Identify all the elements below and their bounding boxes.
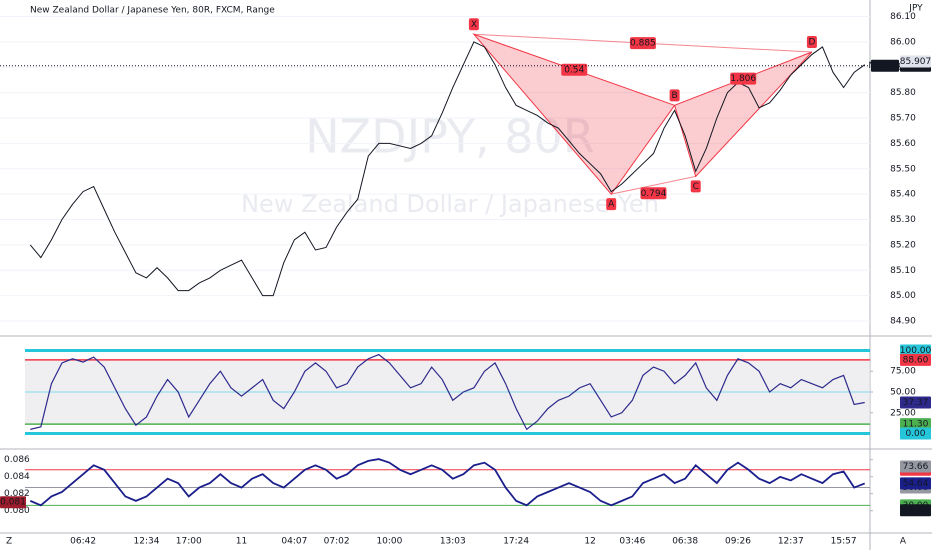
y-tick-label: 0.086 bbox=[4, 455, 30, 465]
x-tick-label: 17:00 bbox=[176, 537, 202, 547]
chart-title: New Zealand Dollar / Japanese Yen, 80R, … bbox=[30, 6, 275, 16]
x-tick-label: 07:02 bbox=[324, 537, 350, 547]
left-badge-bg bbox=[0, 496, 26, 509]
ratio-label: 1.806 bbox=[730, 74, 756, 84]
x-tick-label: 12:34 bbox=[134, 537, 160, 547]
corner-right: A bbox=[900, 537, 907, 547]
pattern-leg bbox=[611, 175, 696, 195]
y-tick-label: 85.20 bbox=[890, 240, 916, 250]
level-label: 100.00 bbox=[900, 346, 932, 356]
y-tick-label: 75.00 bbox=[890, 367, 916, 377]
level-label-bg bbox=[900, 353, 931, 366]
y-tick-label: 85.70 bbox=[890, 114, 916, 124]
ratio-bg bbox=[640, 187, 667, 200]
y-tick-label: 85.00 bbox=[890, 291, 916, 301]
ratio-label: 0.794 bbox=[641, 189, 667, 199]
x-tick-label: 09:26 bbox=[725, 537, 751, 547]
y-tick-label: 85.10 bbox=[890, 266, 916, 276]
pattern-point-bg bbox=[669, 89, 680, 102]
x-tick-label: 06:38 bbox=[672, 537, 698, 547]
currency: JPY bbox=[908, 4, 923, 14]
last-value-label-bg bbox=[900, 396, 931, 409]
watermark-subtitle: New Zealand Dollar / Japanese Yen bbox=[241, 190, 659, 218]
level-label: 11.30 bbox=[903, 420, 929, 430]
series-line bbox=[29, 41, 866, 297]
y-tick-label: 86.10 bbox=[890, 12, 916, 22]
y-tick-label: 85.30 bbox=[890, 215, 916, 225]
level-label-bg bbox=[900, 344, 931, 357]
y-tick-label: 85.80 bbox=[890, 88, 916, 98]
x-tick-label: 03:46 bbox=[619, 537, 645, 547]
x-tick-label: 06:42 bbox=[70, 537, 96, 547]
ratio-bg bbox=[629, 37, 656, 50]
pattern-point: A bbox=[608, 200, 615, 210]
ratio-label: 0.885 bbox=[630, 39, 656, 49]
pattern-point: X bbox=[471, 20, 477, 30]
y-tick-label: 84.90 bbox=[890, 317, 916, 327]
value-badge: 24.44 bbox=[903, 506, 929, 516]
level-label: 0.00 bbox=[905, 429, 925, 439]
pattern-point: D bbox=[808, 38, 815, 48]
y-tick-label: 0.080 bbox=[4, 506, 30, 516]
y-tick-label: 25.00 bbox=[890, 408, 916, 418]
value-badge: 54.64 bbox=[903, 479, 929, 489]
y-tick-label: 85.60 bbox=[890, 139, 916, 149]
x-tick-label: 10:00 bbox=[376, 537, 402, 547]
x-tick-label: 17:24 bbox=[503, 537, 529, 547]
left-badge: 0.081 bbox=[0, 498, 26, 508]
ratio-bg bbox=[730, 72, 757, 85]
x-tick-label: 11 bbox=[236, 537, 247, 547]
bid-price-label-bg bbox=[900, 55, 931, 68]
bid-price-label: 85.907 bbox=[900, 57, 932, 67]
pattern-point: C bbox=[693, 182, 699, 192]
value-badge: 73.66 bbox=[903, 462, 929, 472]
y-tick-label: 86.00 bbox=[890, 37, 916, 47]
last-value-label: 37.37 bbox=[903, 398, 929, 408]
x-tick-label: 15:57 bbox=[831, 537, 857, 547]
symbol-badge: NZDJPY bbox=[868, 61, 902, 71]
level-label: 88.60 bbox=[903, 355, 929, 365]
x-tick-label: 04:07 bbox=[281, 537, 307, 547]
corner-left: Z bbox=[6, 537, 12, 547]
y-tick-label: 50.00 bbox=[890, 388, 916, 398]
value-badge-bg bbox=[900, 460, 931, 473]
x-tick-label: 13:03 bbox=[440, 537, 466, 547]
y-tick-label: 85.50 bbox=[890, 164, 916, 174]
level-label-bg bbox=[900, 418, 931, 431]
y-tick-label: 0.084 bbox=[4, 472, 30, 482]
x-tick-label: 12:37 bbox=[778, 537, 804, 547]
value-badge-bg bbox=[900, 477, 931, 490]
value-badge-bg bbox=[900, 504, 931, 517]
series-line bbox=[29, 458, 866, 507]
pattern-point: B bbox=[672, 91, 678, 101]
ratio-label: 0.54 bbox=[564, 65, 584, 75]
pattern-point-bg bbox=[606, 198, 617, 211]
y-tick-label: 85.40 bbox=[890, 190, 916, 200]
pattern-point-bg bbox=[468, 18, 479, 31]
level-label-bg bbox=[900, 427, 931, 440]
x-tick-label: 12 bbox=[584, 537, 595, 547]
pattern-point-bg bbox=[690, 180, 701, 193]
series-line bbox=[30, 353, 865, 431]
y-tick-label: 0.082 bbox=[4, 489, 30, 499]
ratio-bg bbox=[561, 63, 588, 76]
pattern-point-bg bbox=[806, 36, 817, 49]
symbol-badge-bg bbox=[871, 59, 899, 72]
